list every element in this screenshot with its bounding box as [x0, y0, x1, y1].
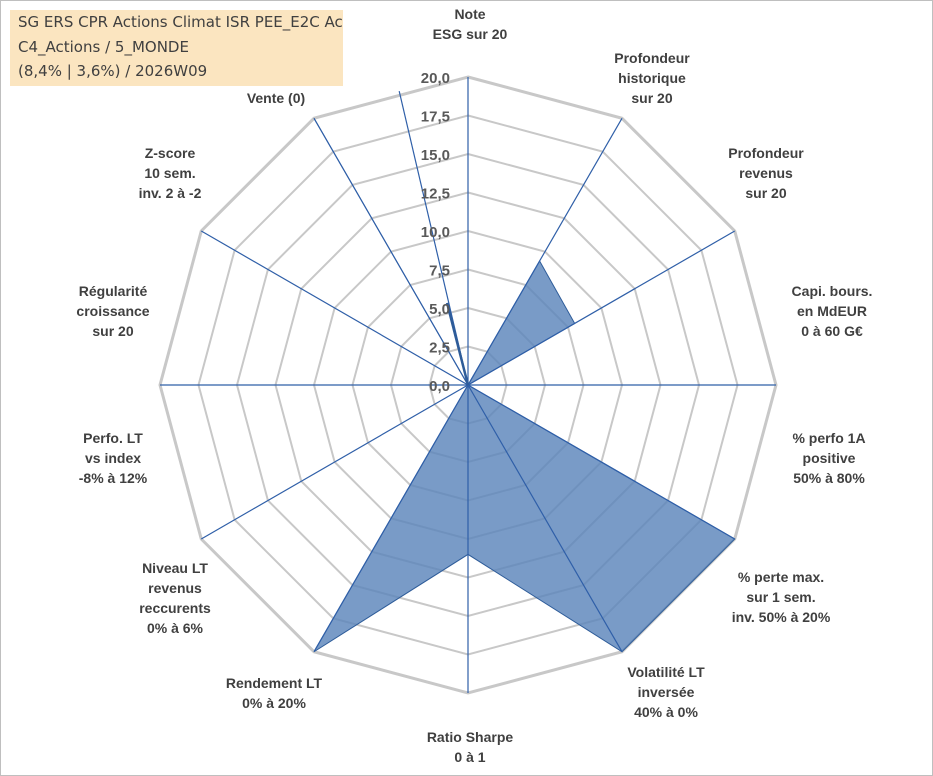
axis-label-9-line-1: revenus — [148, 580, 202, 596]
tick-label-8: 20,0 — [421, 70, 450, 87]
spoke-8 — [200, 384, 469, 540]
axis-label-12-line-2: inv. 2 à -2 — [139, 185, 202, 201]
axis-label-9-line-3: 0% à 6% — [147, 620, 204, 636]
axis-label-13-line-2: Vente (0) — [247, 90, 305, 106]
axis-label-1-line-2: sur 20 — [631, 90, 672, 106]
axis-label-1-line-1: historique — [618, 70, 686, 86]
spoke-1 — [467, 117, 623, 386]
axis-label-8-line-0: Rendement LT — [226, 675, 323, 691]
axis-label-12-line-1: 10 sem. — [144, 165, 195, 181]
axis-label-14-line-0: Régularité — [79, 283, 148, 299]
tick-label-0: 0,0 — [429, 378, 450, 395]
tick-label-2: 5,0 — [429, 301, 450, 318]
axis-label-5-line-0: % perte max. — [738, 569, 824, 585]
spoke-11 — [313, 117, 469, 386]
axis-label-4-line-1: positive — [803, 450, 856, 466]
spoke-4 — [467, 384, 736, 540]
axis-label-10-line-2: -8% à 12% — [79, 470, 148, 486]
axis-label-4-line-0: % perfo 1A — [792, 430, 865, 446]
axis-label-10-line-1: vs index — [85, 450, 141, 466]
tick-label-6: 15,0 — [421, 147, 450, 164]
title-line-3: (8,4% | 3,6%) / 2026W09 — [18, 62, 208, 80]
axis-label-0-line-1: ESG sur 20 — [433, 26, 508, 42]
axis-label-3-line-2: 0 à 60 G€ — [801, 323, 863, 339]
axis-label-2-line-2: sur 20 — [745, 185, 786, 201]
tick-label-1: 2,5 — [429, 340, 450, 357]
axis-label-12-line-0: Z-score — [145, 145, 196, 161]
axis-label-14-line-1: croissance — [76, 303, 149, 319]
axis-label-6-line-0: Volatilité LT — [627, 664, 705, 680]
tick-label-7: 17,5 — [421, 109, 450, 126]
axis-label-9-line-0: Niveau LT — [142, 560, 208, 576]
spoke-5 — [467, 384, 623, 653]
axis-label-5-line-2: inv. 50% à 20% — [732, 609, 831, 625]
spoke-10 — [200, 230, 469, 386]
axis-label-1-line-0: Profondeur — [614, 50, 690, 66]
axis-label-14-line-2: sur 20 — [92, 323, 133, 339]
axis-label-8-line-1: 0% à 20% — [242, 695, 306, 711]
title-line-2: C4_Actions / 5_MONDE — [18, 38, 189, 56]
title-box: SG ERS CPR Actions Climat ISR PEE_E2C Ac… — [10, 10, 343, 86]
axis-label-2-line-1: revenus — [739, 165, 793, 181]
axis-label-0-line-0: Note — [454, 6, 485, 22]
axis-label-6-line-2: 40% à 0% — [634, 704, 698, 720]
spoke-2 — [467, 230, 736, 386]
title-line-1: SG ERS CPR Actions Climat ISR PEE_E2C Ac — [18, 13, 343, 31]
axis-label-3-line-1: en MdEUR — [797, 303, 867, 319]
momentum-value-line — [445, 302, 470, 386]
axis-label-10-line-0: Perfo. LT — [83, 430, 143, 446]
axis-label-3-line-0: Capi. bours. — [792, 283, 873, 299]
axis-label-9-line-2: reccurents — [139, 600, 211, 616]
axis-label-7-line-0: Ratio Sharpe — [427, 729, 514, 745]
spoke-7 — [313, 384, 469, 653]
tick-label-3: 7,5 — [429, 263, 450, 280]
axis-label-4-line-2: 50% à 80% — [793, 470, 865, 486]
axis-label-5-line-1: sur 1 sem. — [746, 589, 815, 605]
axis-label-2-line-0: Profondeur — [728, 145, 804, 161]
axis-label-7-line-1: 0 à 1 — [454, 749, 485, 765]
tick-label-5: 12,5 — [421, 186, 450, 203]
axis-label-6-line-1: inversée — [638, 684, 695, 700]
tick-label-4: 10,0 — [421, 224, 450, 241]
